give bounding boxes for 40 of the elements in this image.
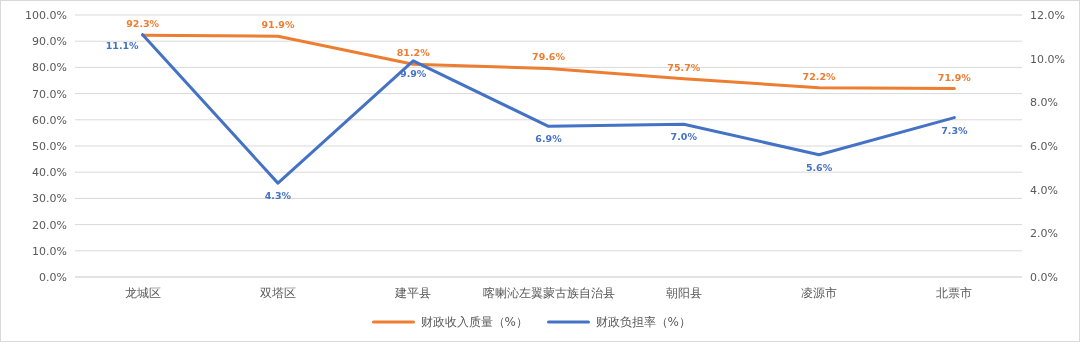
legend-label: 财政负担率（%） — [595, 315, 691, 329]
y-tick-label: 100.0% — [25, 9, 67, 22]
x-tick-label: 建平县 — [394, 286, 432, 300]
data-label: 92.3% — [126, 18, 160, 30]
y-tick-label: 60.0% — [32, 113, 67, 127]
x-tick-label: 朝阳县 — [665, 286, 702, 300]
data-label: 75.7% — [667, 61, 701, 73]
y2-tick-label: 8.0% — [1030, 96, 1058, 110]
x-tick-label: 喀喇沁左翼蒙古族自治县 — [482, 286, 615, 300]
data-label: 11.1% — [105, 39, 140, 51]
data-label: 5.6% — [805, 161, 833, 173]
data-label: 91.9% — [261, 19, 295, 31]
y2-tick-label: 0.0% — [1030, 271, 1058, 284]
x-tick-label: 凌源市 — [801, 286, 838, 300]
data-label: 81.2% — [396, 47, 431, 59]
y2-tick-label: 4.0% — [1030, 183, 1058, 197]
x-tick-label: 北票市 — [936, 286, 973, 300]
y-tick-label: 40.0% — [32, 166, 67, 180]
y-tick-label: 80.0% — [32, 61, 67, 75]
x-tick-label: 龙城区 — [124, 286, 161, 300]
y2-tick-label: 12.0% — [1030, 9, 1065, 22]
y-tick-label: 10.0% — [32, 244, 67, 258]
data-label: 79.6% — [532, 51, 566, 63]
x-tick-label: 双塔区 — [259, 286, 296, 300]
y-tick-label: 90.0% — [32, 35, 67, 49]
y2-tick-label: 2.0% — [1030, 227, 1058, 241]
y-tick-label: 50.0% — [32, 140, 67, 153]
legend-label: 财政收入质量（%） — [420, 315, 528, 329]
data-label: 71.9% — [937, 71, 972, 83]
y2-tick-label: 6.0% — [1030, 140, 1058, 153]
y-tick-label: 30.0% — [32, 192, 67, 206]
data-label: 72.2% — [802, 70, 837, 82]
y-tick-label: 70.0% — [32, 87, 67, 101]
data-label: 4.3% — [264, 190, 292, 202]
y-tick-label: 0.0% — [39, 271, 67, 284]
data-label: 7.3% — [941, 124, 969, 136]
data-label: 6.9% — [535, 133, 563, 145]
y2-tick-label: 10.0% — [1030, 52, 1065, 66]
data-label: 7.0% — [670, 131, 698, 143]
y-tick-label: 20.0% — [32, 218, 67, 232]
